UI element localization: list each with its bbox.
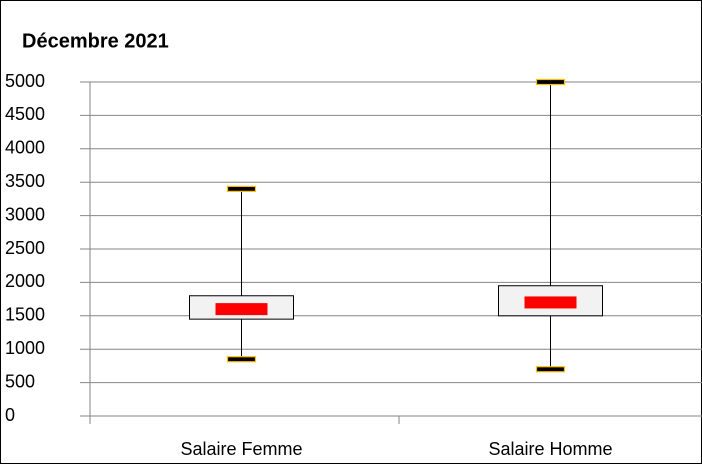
y-tick-label: 500	[5, 371, 35, 391]
cap-max	[535, 78, 566, 86]
cap-max	[226, 185, 257, 192]
y-tick-label: 0	[5, 405, 15, 425]
median	[215, 303, 268, 316]
y-tick-label: 1500	[5, 305, 45, 325]
y-tick-label: 4000	[5, 138, 45, 158]
chart-title: Décembre 2021	[22, 30, 169, 52]
y-tick-label: 5000	[5, 71, 45, 91]
y-tick-label: 2500	[5, 238, 45, 258]
y-tick-label: 2000	[5, 271, 45, 291]
median	[524, 296, 577, 309]
cap-min	[226, 356, 257, 363]
y-tick-label: 4500	[5, 104, 45, 124]
x-tick-label: Salaire Femme	[180, 439, 302, 459]
x-tick-label: Salaire Homme	[488, 439, 612, 459]
y-tick-label: 1000	[5, 338, 45, 358]
cap-min	[535, 366, 566, 373]
y-tick-label: 3500	[5, 171, 45, 191]
y-tick-label: 3000	[5, 204, 45, 224]
